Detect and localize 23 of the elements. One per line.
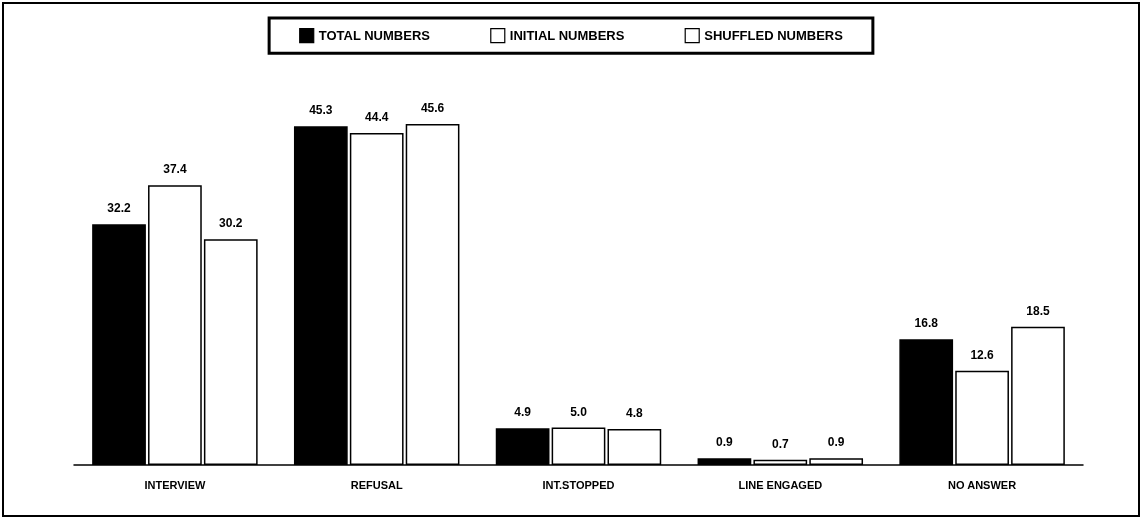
legend-label: TOTAL NUMBERS bbox=[318, 28, 431, 44]
legend-label: SHUFFLED NUMBERS bbox=[704, 28, 844, 44]
data-label: 45.6 bbox=[420, 101, 445, 115]
x-tick-label: REFUSAL bbox=[350, 478, 403, 491]
data-label: 0.9 bbox=[716, 435, 734, 450]
legend-label: INITIAL NUMBERS bbox=[509, 28, 625, 44]
data-label: 18.5 bbox=[1026, 303, 1050, 318]
data-label: 0.9 bbox=[827, 435, 845, 450]
data-label: 5.0 bbox=[570, 404, 588, 419]
x-tick-label: NO ANSWER bbox=[948, 478, 1017, 491]
data-label: 12.6 bbox=[970, 347, 995, 362]
data-label: 16.8 bbox=[914, 316, 939, 331]
data-label: 0.7 bbox=[771, 436, 789, 451]
x-tick-label: INTERVIEW bbox=[144, 478, 206, 491]
data-label: 45.3 bbox=[309, 103, 333, 118]
data-label: 4.9 bbox=[514, 405, 532, 420]
data-label: 30.2 bbox=[219, 216, 243, 231]
data-label: 44.4 bbox=[365, 109, 389, 124]
data-label: 4.8 bbox=[626, 406, 644, 421]
data-label: 37.4 bbox=[163, 162, 187, 177]
data-label: 32.2 bbox=[107, 201, 132, 216]
x-tick-label: INT.STOPPED bbox=[542, 478, 615, 491]
x-tick-label: LINE ENGAGED bbox=[738, 478, 823, 491]
